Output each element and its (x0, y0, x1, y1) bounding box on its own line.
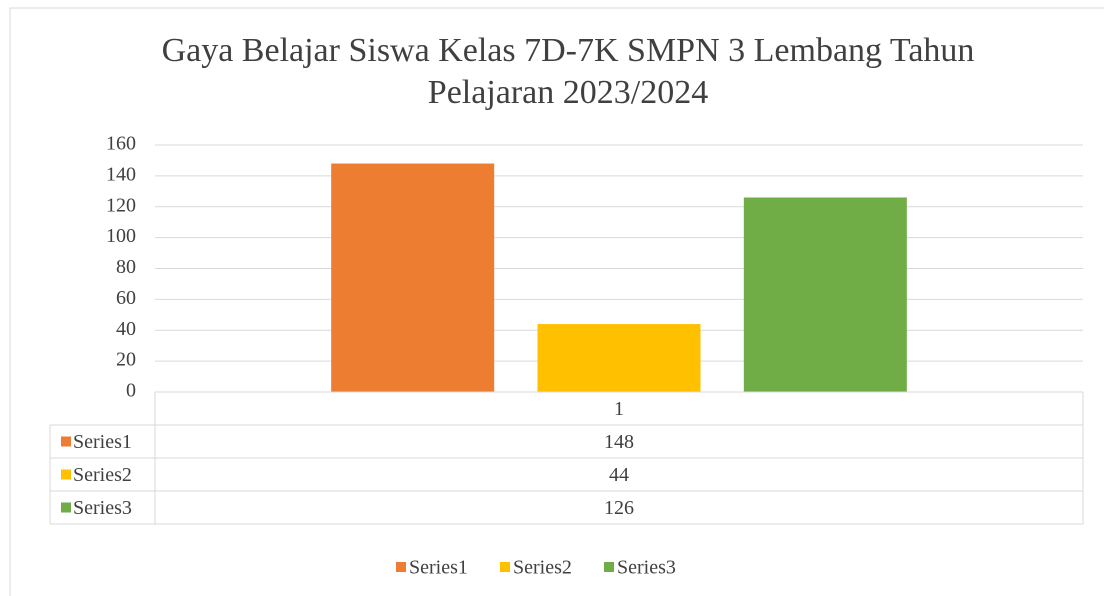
legend-label: Series1 (409, 557, 468, 579)
bar (537, 324, 701, 392)
legend-key (61, 436, 71, 447)
bar (331, 163, 495, 392)
chart-title: Gaya Belajar Siswa Kelas 7D-7K SMPN 3 Le… (161, 32, 975, 111)
y-tick-label: 80 (116, 256, 136, 278)
x-tick-label: 1 (614, 398, 624, 420)
legend-key (396, 562, 406, 572)
y-tick-label: 60 (116, 287, 136, 309)
y-tick-label: 0 (126, 380, 136, 402)
table-value: 44 (609, 464, 629, 486)
legend-label: Series2 (513, 557, 572, 579)
legend-key (500, 562, 510, 572)
y-tick-label: 120 (106, 194, 136, 216)
table-row-label: Series2 (73, 464, 132, 486)
table-value: 148 (604, 431, 634, 453)
table-row-label: Series3 (73, 497, 132, 519)
legend-label: Series3 (617, 557, 676, 579)
table-row-label: Series1 (73, 431, 132, 453)
legend-key (61, 469, 71, 480)
y-tick-label: 20 (116, 349, 136, 371)
table-value: 126 (604, 497, 634, 519)
legend-key (61, 502, 71, 513)
y-tick-label: 140 (106, 163, 136, 185)
legend-key (604, 562, 614, 572)
y-tick-label: 100 (106, 225, 136, 247)
y-tick-label: 40 (116, 318, 136, 340)
bar (743, 197, 907, 392)
y-tick-label: 160 (106, 133, 136, 155)
chart-border (9, 7, 1104, 596)
